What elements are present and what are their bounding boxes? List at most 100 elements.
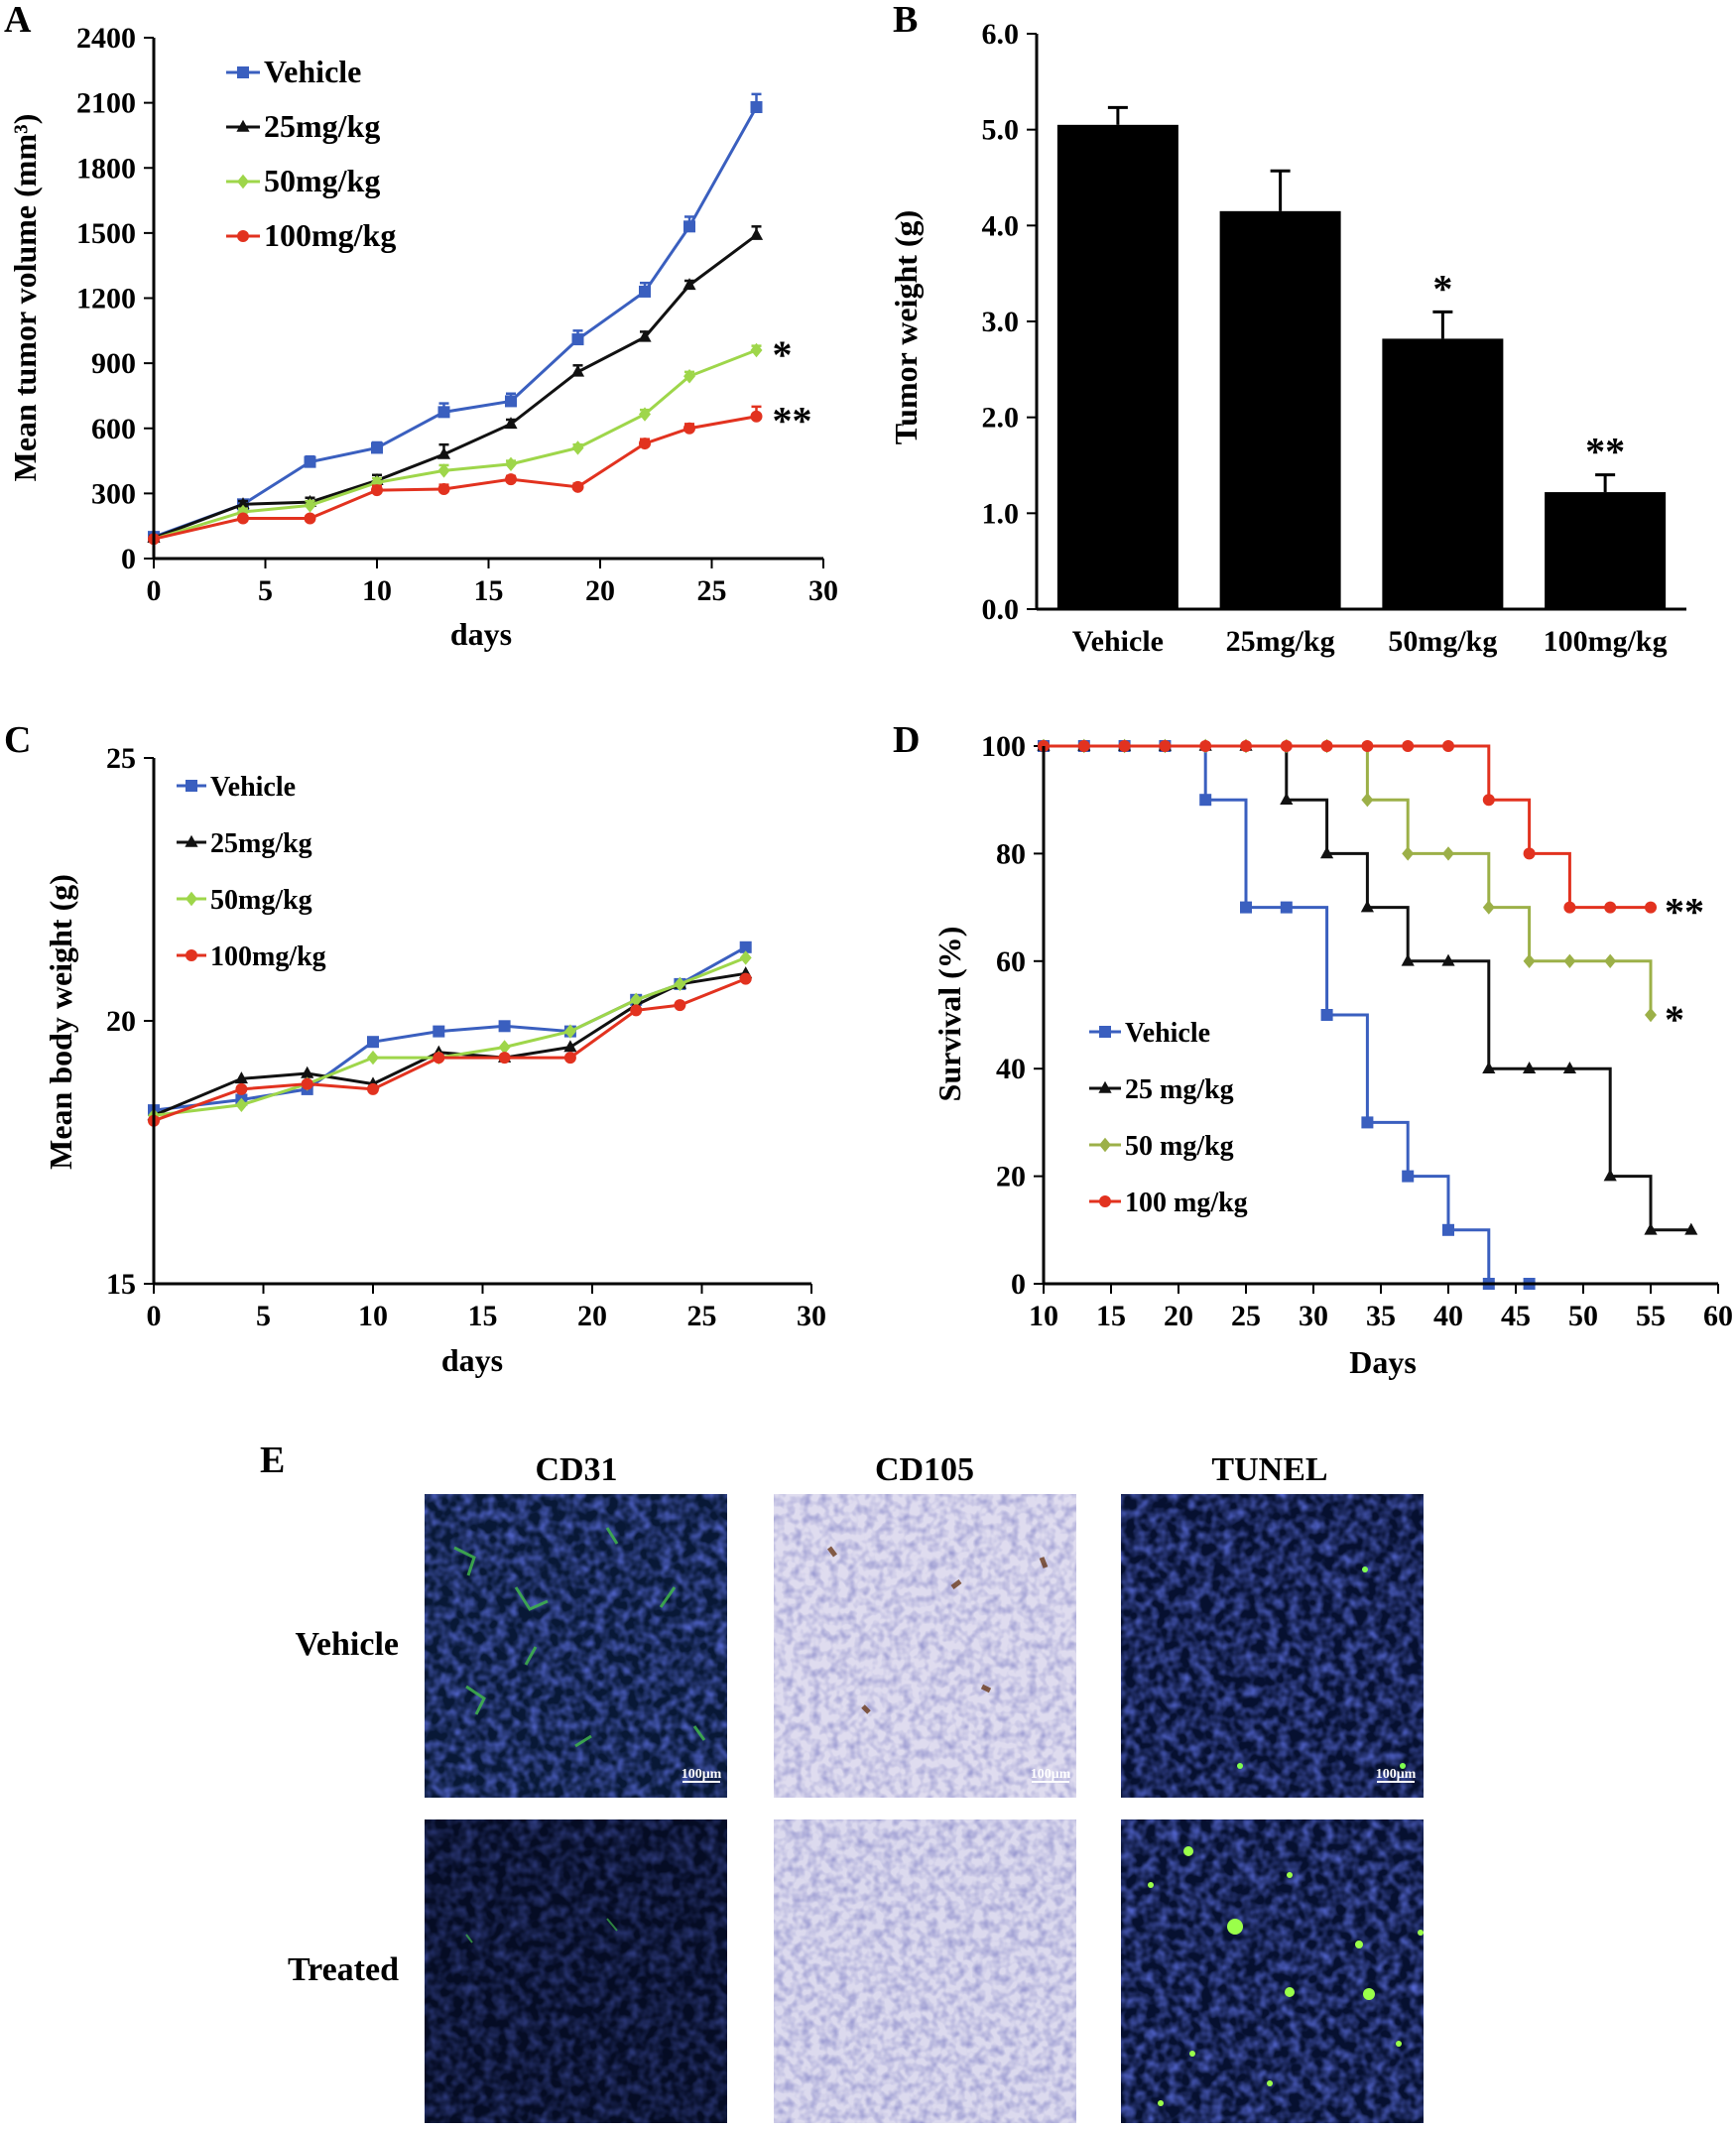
legend-label: 25mg/kg: [264, 108, 380, 144]
data-point-100-mg-kg: [1523, 847, 1536, 860]
x-tick-label: 15: [474, 574, 504, 607]
legend-marker: [186, 949, 197, 961]
data-point-100mg-kg: [304, 512, 316, 525]
data-point-50mg-kg: [367, 1050, 379, 1066]
x-tick-label: 40: [1433, 1300, 1463, 1332]
data-point-100-mg-kg: [1240, 740, 1252, 752]
data-point-25-mg-kg: [1562, 1062, 1576, 1073]
x-tick-label: 5: [256, 1300, 271, 1332]
data-point-100mg-kg: [563, 1052, 576, 1065]
legend-marker: [1099, 1195, 1111, 1207]
bar-100mg-kg: [1545, 492, 1667, 609]
data-point-100mg-kg: [750, 410, 763, 423]
significance-marker: *: [773, 332, 793, 377]
tumor-volume-chart: 0 5 10 15 20 25 300300600900120015001800210024…: [7, 22, 838, 652]
column-label-cd31: CD31: [535, 1451, 617, 1488]
row-label-treated: Treated: [288, 1951, 399, 1988]
series-line-vehicle: [153, 106, 758, 539]
data-point-100-mg-kg: [1402, 740, 1415, 752]
data-point-25mg-kg: [504, 417, 518, 430]
legend-marker: [236, 119, 250, 132]
data-point-50mg-kg: [235, 1097, 248, 1112]
significance-marker: **: [773, 399, 812, 443]
microscopy-panel: CD31 CD105 TUNEL Vehicle Treated 100μm 1…: [288, 1451, 1424, 2123]
x-tick-label: 45: [1501, 1300, 1531, 1332]
data-point-25-mg-kg: [1401, 953, 1415, 966]
y-tick-label: 600: [91, 413, 136, 445]
y-axis-label: Tumor weight (g): [888, 210, 924, 444]
data-point-25mg-kg: [236, 497, 250, 510]
x-axis-label: days: [450, 616, 512, 652]
data-point-50-mg-kg: [1402, 846, 1415, 861]
legend-label: Vehicle: [264, 54, 361, 89]
significance-marker: **: [1665, 890, 1704, 935]
data-point-100-mg-kg: [1199, 740, 1212, 752]
data-point-vehicle: [1442, 1223, 1454, 1236]
series-line-25mg-kg: [153, 233, 758, 540]
x-tick-label: 25mg/kg: [1226, 625, 1335, 658]
series-line-50mg-kg: [153, 956, 747, 1117]
x-tick-label: 60: [1703, 1300, 1733, 1332]
y-tick-label: 0: [1011, 1268, 1026, 1301]
data-point-vehicle: [1320, 1009, 1333, 1021]
data-point-50mg-kg: [750, 342, 763, 358]
y-tick-label: 0.0: [982, 593, 1020, 626]
x-tick-label: 10: [358, 1300, 388, 1332]
data-point-25-mg-kg: [1441, 953, 1455, 966]
data-point-100mg-kg: [739, 972, 752, 985]
bar-25mg-kg: [1219, 210, 1341, 610]
panel-letter-a: A: [4, 0, 32, 41]
data-point-50mg-kg: [739, 950, 752, 965]
image-vehicle-cd105: 100μm: [774, 1494, 1076, 1798]
data-point-100mg-kg: [433, 1052, 445, 1065]
y-tick-label: 2100: [76, 87, 136, 120]
y-tick-label: 15: [106, 1268, 136, 1301]
legend-label: Vehicle: [210, 772, 296, 803]
data-point-vehicle: [1199, 794, 1212, 807]
data-point-100mg-kg: [301, 1077, 313, 1090]
data-point-vehicle: [367, 1036, 379, 1049]
legend-marker: [237, 230, 249, 242]
data-point-50-mg-kg: [1442, 846, 1454, 861]
legend-marker: [186, 780, 197, 792]
y-tick-label: 20: [996, 1161, 1026, 1193]
significance-marker: **: [1585, 430, 1625, 474]
image-vehicle-tunel: 100μm: [1121, 1494, 1424, 1798]
y-tick-label: 300: [91, 477, 136, 510]
legend-label: 25 mg/kg: [1125, 1074, 1234, 1105]
data-point-100mg-kg: [571, 480, 584, 493]
data-point-25mg-kg: [563, 1040, 577, 1053]
data-point-25-mg-kg: [1603, 1169, 1617, 1182]
legend-marker: [186, 891, 197, 907]
panel-letter-b: B: [893, 0, 918, 41]
row-label-vehicle: Vehicle: [295, 1626, 399, 1663]
legend-marker: [1099, 1137, 1111, 1153]
data-point-25mg-kg: [570, 364, 585, 377]
data-point-25-mg-kg: [1360, 900, 1374, 913]
x-tick-label: 25: [697, 574, 727, 607]
data-point-100mg-kg: [371, 484, 383, 497]
data-point-vehicle: [739, 940, 752, 953]
data-point-100mg-kg: [630, 1004, 643, 1017]
y-axis-label: Mean body weight (g): [43, 874, 78, 1170]
legend-marker: [185, 834, 198, 847]
legend-marker: [1098, 1080, 1112, 1093]
data-point-25-mg-kg: [1523, 1062, 1537, 1073]
scale-bar-label: 100μm: [682, 1767, 722, 1782]
y-axis-label: Survival (%): [931, 927, 967, 1102]
data-point-100-mg-kg: [1563, 901, 1576, 914]
tumor-weight-chart: 0.0 1.0 2.0 3.0 4.0 5.0 6.0 Vehicle 25mg/kg 50mg/…: [888, 18, 1686, 658]
data-point-100mg-kg: [683, 422, 695, 435]
data-point-100mg-kg: [674, 999, 686, 1012]
data-point-100mg-kg: [639, 438, 651, 450]
y-tick-label: 1800: [76, 152, 136, 185]
panel-letter-e: E: [260, 1440, 285, 1481]
data-point-50-mg-kg: [1482, 900, 1495, 915]
image-treated-tunel: [1121, 1819, 1424, 2123]
legend-marker: [1099, 1026, 1111, 1038]
data-point-100-mg-kg: [1118, 740, 1131, 752]
data-point-25-mg-kg: [1644, 1222, 1658, 1235]
y-tick-label: 2.0: [982, 402, 1020, 435]
y-tick-label: 20: [106, 1005, 136, 1038]
